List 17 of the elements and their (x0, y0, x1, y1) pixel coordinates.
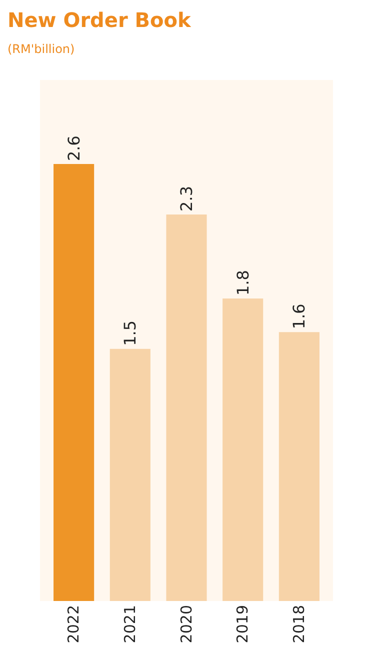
data-label: 2.6 (64, 136, 84, 162)
bar (110, 348, 150, 601)
chart-title: New Order Book (7, 8, 192, 32)
bar (222, 298, 264, 601)
x-tick-label: 2022 (64, 605, 83, 644)
bar (166, 214, 207, 601)
bar (54, 164, 94, 601)
x-tick-label: 2018 (290, 605, 308, 644)
data-label: 1.6 (290, 304, 309, 330)
x-tick-label: 2019 (234, 605, 252, 644)
data-label: 1.8 (233, 270, 252, 296)
x-tick-label: 2020 (177, 605, 196, 644)
x-tick-label: 2021 (121, 605, 140, 644)
bar (278, 332, 320, 601)
data-label: 1.5 (120, 320, 140, 346)
data-label: 2.3 (177, 186, 196, 212)
chart-subtitle: (RM'billion) (7, 42, 75, 56)
